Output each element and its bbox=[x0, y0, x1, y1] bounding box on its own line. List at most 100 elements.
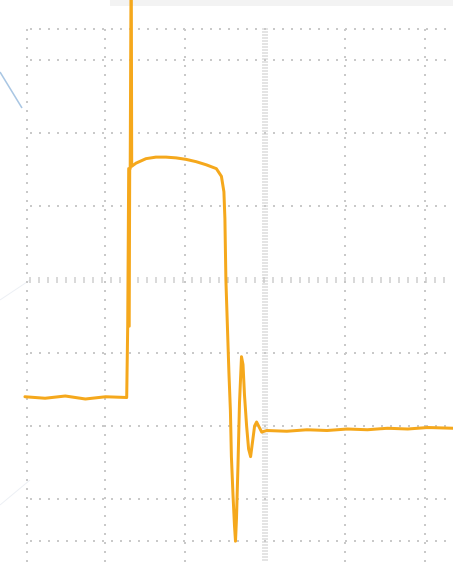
grid-dot bbox=[344, 83, 346, 85]
grid-dot bbox=[184, 254, 186, 256]
grid-dot bbox=[26, 524, 28, 526]
grid-dot bbox=[228, 59, 230, 61]
grid-dot bbox=[57, 352, 59, 354]
grid-dot bbox=[444, 59, 446, 61]
grid-dot bbox=[344, 488, 346, 490]
grid-dot bbox=[184, 335, 186, 337]
grid-dot bbox=[417, 352, 419, 354]
grid-dot bbox=[344, 164, 346, 166]
grid-dot bbox=[184, 452, 186, 454]
grid-dot bbox=[201, 425, 203, 427]
grid-dot bbox=[237, 540, 239, 542]
grid-dot bbox=[327, 28, 329, 30]
grid-dot bbox=[184, 344, 186, 346]
grid-dot bbox=[417, 59, 419, 61]
grid-dot bbox=[273, 425, 275, 427]
grid-dot bbox=[354, 352, 356, 354]
grid-dot bbox=[120, 205, 122, 207]
grid-dot bbox=[255, 132, 257, 134]
grid-dot bbox=[372, 540, 374, 542]
grid-dot bbox=[228, 132, 230, 134]
grid-dot bbox=[26, 218, 28, 220]
grid-dot bbox=[381, 540, 383, 542]
grid-dot bbox=[120, 352, 122, 354]
grid-dot bbox=[291, 59, 293, 61]
grid-dot bbox=[336, 425, 338, 427]
grid-dot bbox=[255, 28, 257, 30]
grid-dot bbox=[201, 498, 203, 500]
grid-dot bbox=[444, 132, 446, 134]
grid-dot bbox=[255, 352, 257, 354]
grid-dot bbox=[344, 119, 346, 121]
grid-dot bbox=[184, 47, 186, 49]
grid-dot bbox=[345, 498, 347, 500]
grid-dot bbox=[363, 132, 365, 134]
grid-dot bbox=[184, 119, 186, 121]
grid-dot bbox=[424, 461, 426, 463]
grid-dot bbox=[102, 352, 104, 354]
grid-dot bbox=[219, 498, 221, 500]
grid-dot bbox=[147, 498, 149, 500]
grid-dot bbox=[26, 443, 28, 445]
grid-dot bbox=[424, 164, 426, 166]
grid-dot bbox=[344, 335, 346, 337]
grid-dot bbox=[399, 59, 401, 61]
grid-dot bbox=[408, 132, 410, 134]
grid-dot bbox=[138, 352, 140, 354]
grid-dot bbox=[344, 506, 346, 508]
grid-dot bbox=[147, 205, 149, 207]
grid-dot bbox=[327, 540, 329, 542]
grid-dot bbox=[300, 132, 302, 134]
grid-dot bbox=[156, 352, 158, 354]
grid-dot bbox=[26, 47, 28, 49]
grid-dot bbox=[344, 407, 346, 409]
grid-dot bbox=[104, 155, 106, 157]
grid-dot bbox=[344, 209, 346, 211]
grid-dot bbox=[273, 59, 275, 61]
grid-dot bbox=[104, 371, 106, 373]
grid-dot bbox=[184, 560, 186, 562]
grid-dot bbox=[184, 92, 186, 94]
grid-dot bbox=[417, 28, 419, 30]
grid-dot bbox=[184, 56, 186, 58]
grid-dot bbox=[344, 524, 346, 526]
grid-dot bbox=[408, 540, 410, 542]
grid-dot bbox=[75, 28, 77, 30]
grid-dot bbox=[344, 56, 346, 58]
grid-dot bbox=[26, 236, 28, 238]
grid-dot bbox=[408, 352, 410, 354]
grid-dot bbox=[264, 352, 266, 354]
grid-dot bbox=[372, 59, 374, 61]
grid-dot bbox=[309, 59, 311, 61]
grid-dot bbox=[104, 506, 106, 508]
grid-dot bbox=[184, 326, 186, 328]
grid-dot bbox=[363, 205, 365, 207]
grid-dot bbox=[104, 425, 106, 427]
grid-dot bbox=[26, 146, 28, 148]
grid-dot bbox=[165, 205, 167, 207]
grid-dot bbox=[424, 200, 426, 202]
grid-dot bbox=[183, 59, 185, 61]
grid-dot bbox=[264, 498, 266, 500]
grid-dot bbox=[424, 110, 426, 112]
grid-dot bbox=[399, 498, 401, 500]
grid-dot bbox=[424, 281, 426, 283]
grid-dot bbox=[39, 59, 41, 61]
grid-dot bbox=[184, 191, 186, 193]
grid-dot bbox=[104, 128, 106, 130]
grid-dot bbox=[219, 28, 221, 30]
grid-dot bbox=[147, 352, 149, 354]
grid-dot bbox=[26, 74, 28, 76]
grid-dot bbox=[147, 28, 149, 30]
grid-dot bbox=[30, 205, 32, 207]
grid-dot bbox=[354, 28, 356, 30]
grid-dot bbox=[345, 205, 347, 207]
grid-dot bbox=[104, 461, 106, 463]
grid-dot bbox=[417, 498, 419, 500]
grid-dot bbox=[426, 59, 428, 61]
grid-dot bbox=[26, 263, 28, 265]
grid-dot bbox=[66, 205, 68, 207]
grid-dot bbox=[228, 498, 230, 500]
grid-dot bbox=[147, 132, 149, 134]
